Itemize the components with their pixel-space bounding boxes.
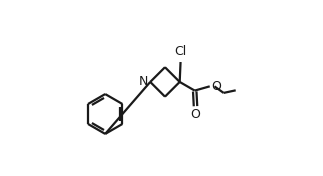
Text: N: N xyxy=(139,76,148,88)
Text: O: O xyxy=(212,80,221,93)
Text: Cl: Cl xyxy=(174,45,187,58)
Text: O: O xyxy=(191,108,201,121)
